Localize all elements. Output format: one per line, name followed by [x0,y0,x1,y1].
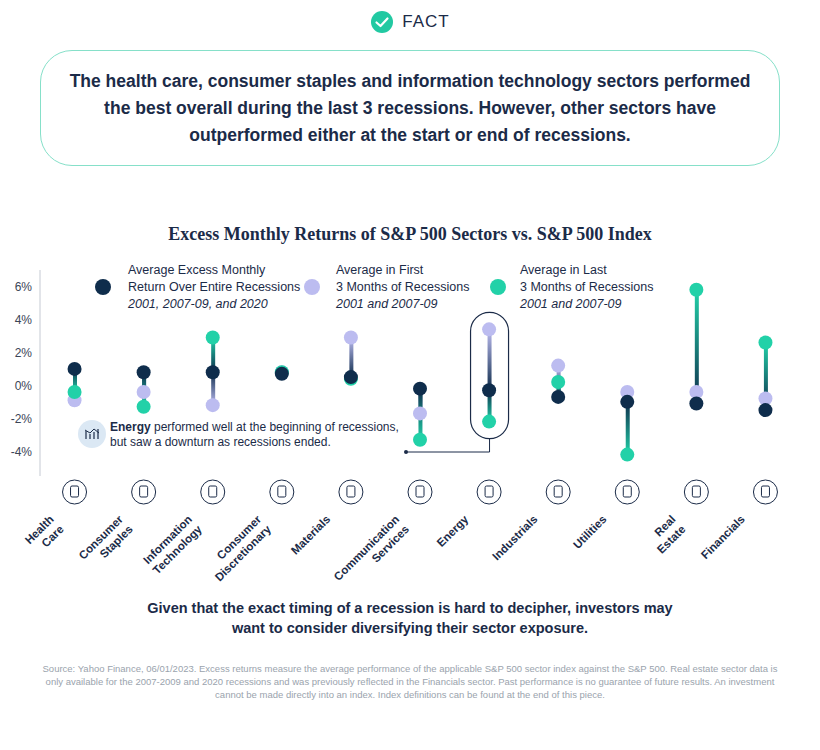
html-text:2001 and 2007-09: 2001 and 2007-09 [520,297,622,311]
html-text:Source: Yahoo Finance, 06/01/2: Source: Yahoo Finance, 06/01/2023. Exces… [42,663,778,700]
svg-text:Industrials: Industrials [490,513,540,563]
svg-text:-4%: -4% [11,445,33,459]
svg-text:InformationTechnology: InformationTechnology [141,513,205,577]
svg-text:4%: 4% [15,313,33,327]
svg-text:CommunicationServices: CommunicationServices [331,513,411,590]
html-text:The health care, consumer stap: The health care, consumer staples and in… [69,70,751,145]
svg-text:ConsumerStaples: ConsumerStaples [76,513,135,572]
html-text:Energy performed well at the b: Energy performed well at the beginning o… [110,420,399,449]
html-text:Average in First 3 Months of R: Average in First 3 Months of Recessions [336,263,470,294]
svg-text:2%: 2% [15,346,33,360]
svg-text:0%: 0% [15,379,33,393]
svg-text:6%: 6% [15,280,33,294]
svg-text:ConsumerDiscretionary: ConsumerDiscretionary [203,513,274,584]
svg-text:Utilities: Utilities [571,513,609,551]
svg-text:Materials: Materials [289,513,333,557]
svg-text:HealthCare: HealthCare [23,513,66,556]
svg-text:Energy: Energy [434,513,470,549]
svg-text:-2%: -2% [11,412,33,426]
html-text:Average Excess Monthly Return: Average Excess Monthly Return Over Entir… [128,263,301,294]
html-text:Average in Last 3 Months of Re: Average in Last 3 Months of Recessions [520,263,654,294]
svg-text:Financials: Financials [699,513,747,561]
html-text:FACT: FACT [402,12,450,31]
svg-text:RealEstate: RealEstate [645,513,688,556]
html-text:2001, 2007-09, and 2020: 2001, 2007-09, and 2020 [128,297,268,311]
html-text:Excess Monthly Returns of S&P: Excess Monthly Returns of S&P 500 Sector… [168,224,652,244]
html-text:2001 and 2007-09: 2001 and 2007-09 [336,297,438,311]
html-text:Given that the exact timing of: Given that the exact timing of a recessi… [147,600,673,636]
